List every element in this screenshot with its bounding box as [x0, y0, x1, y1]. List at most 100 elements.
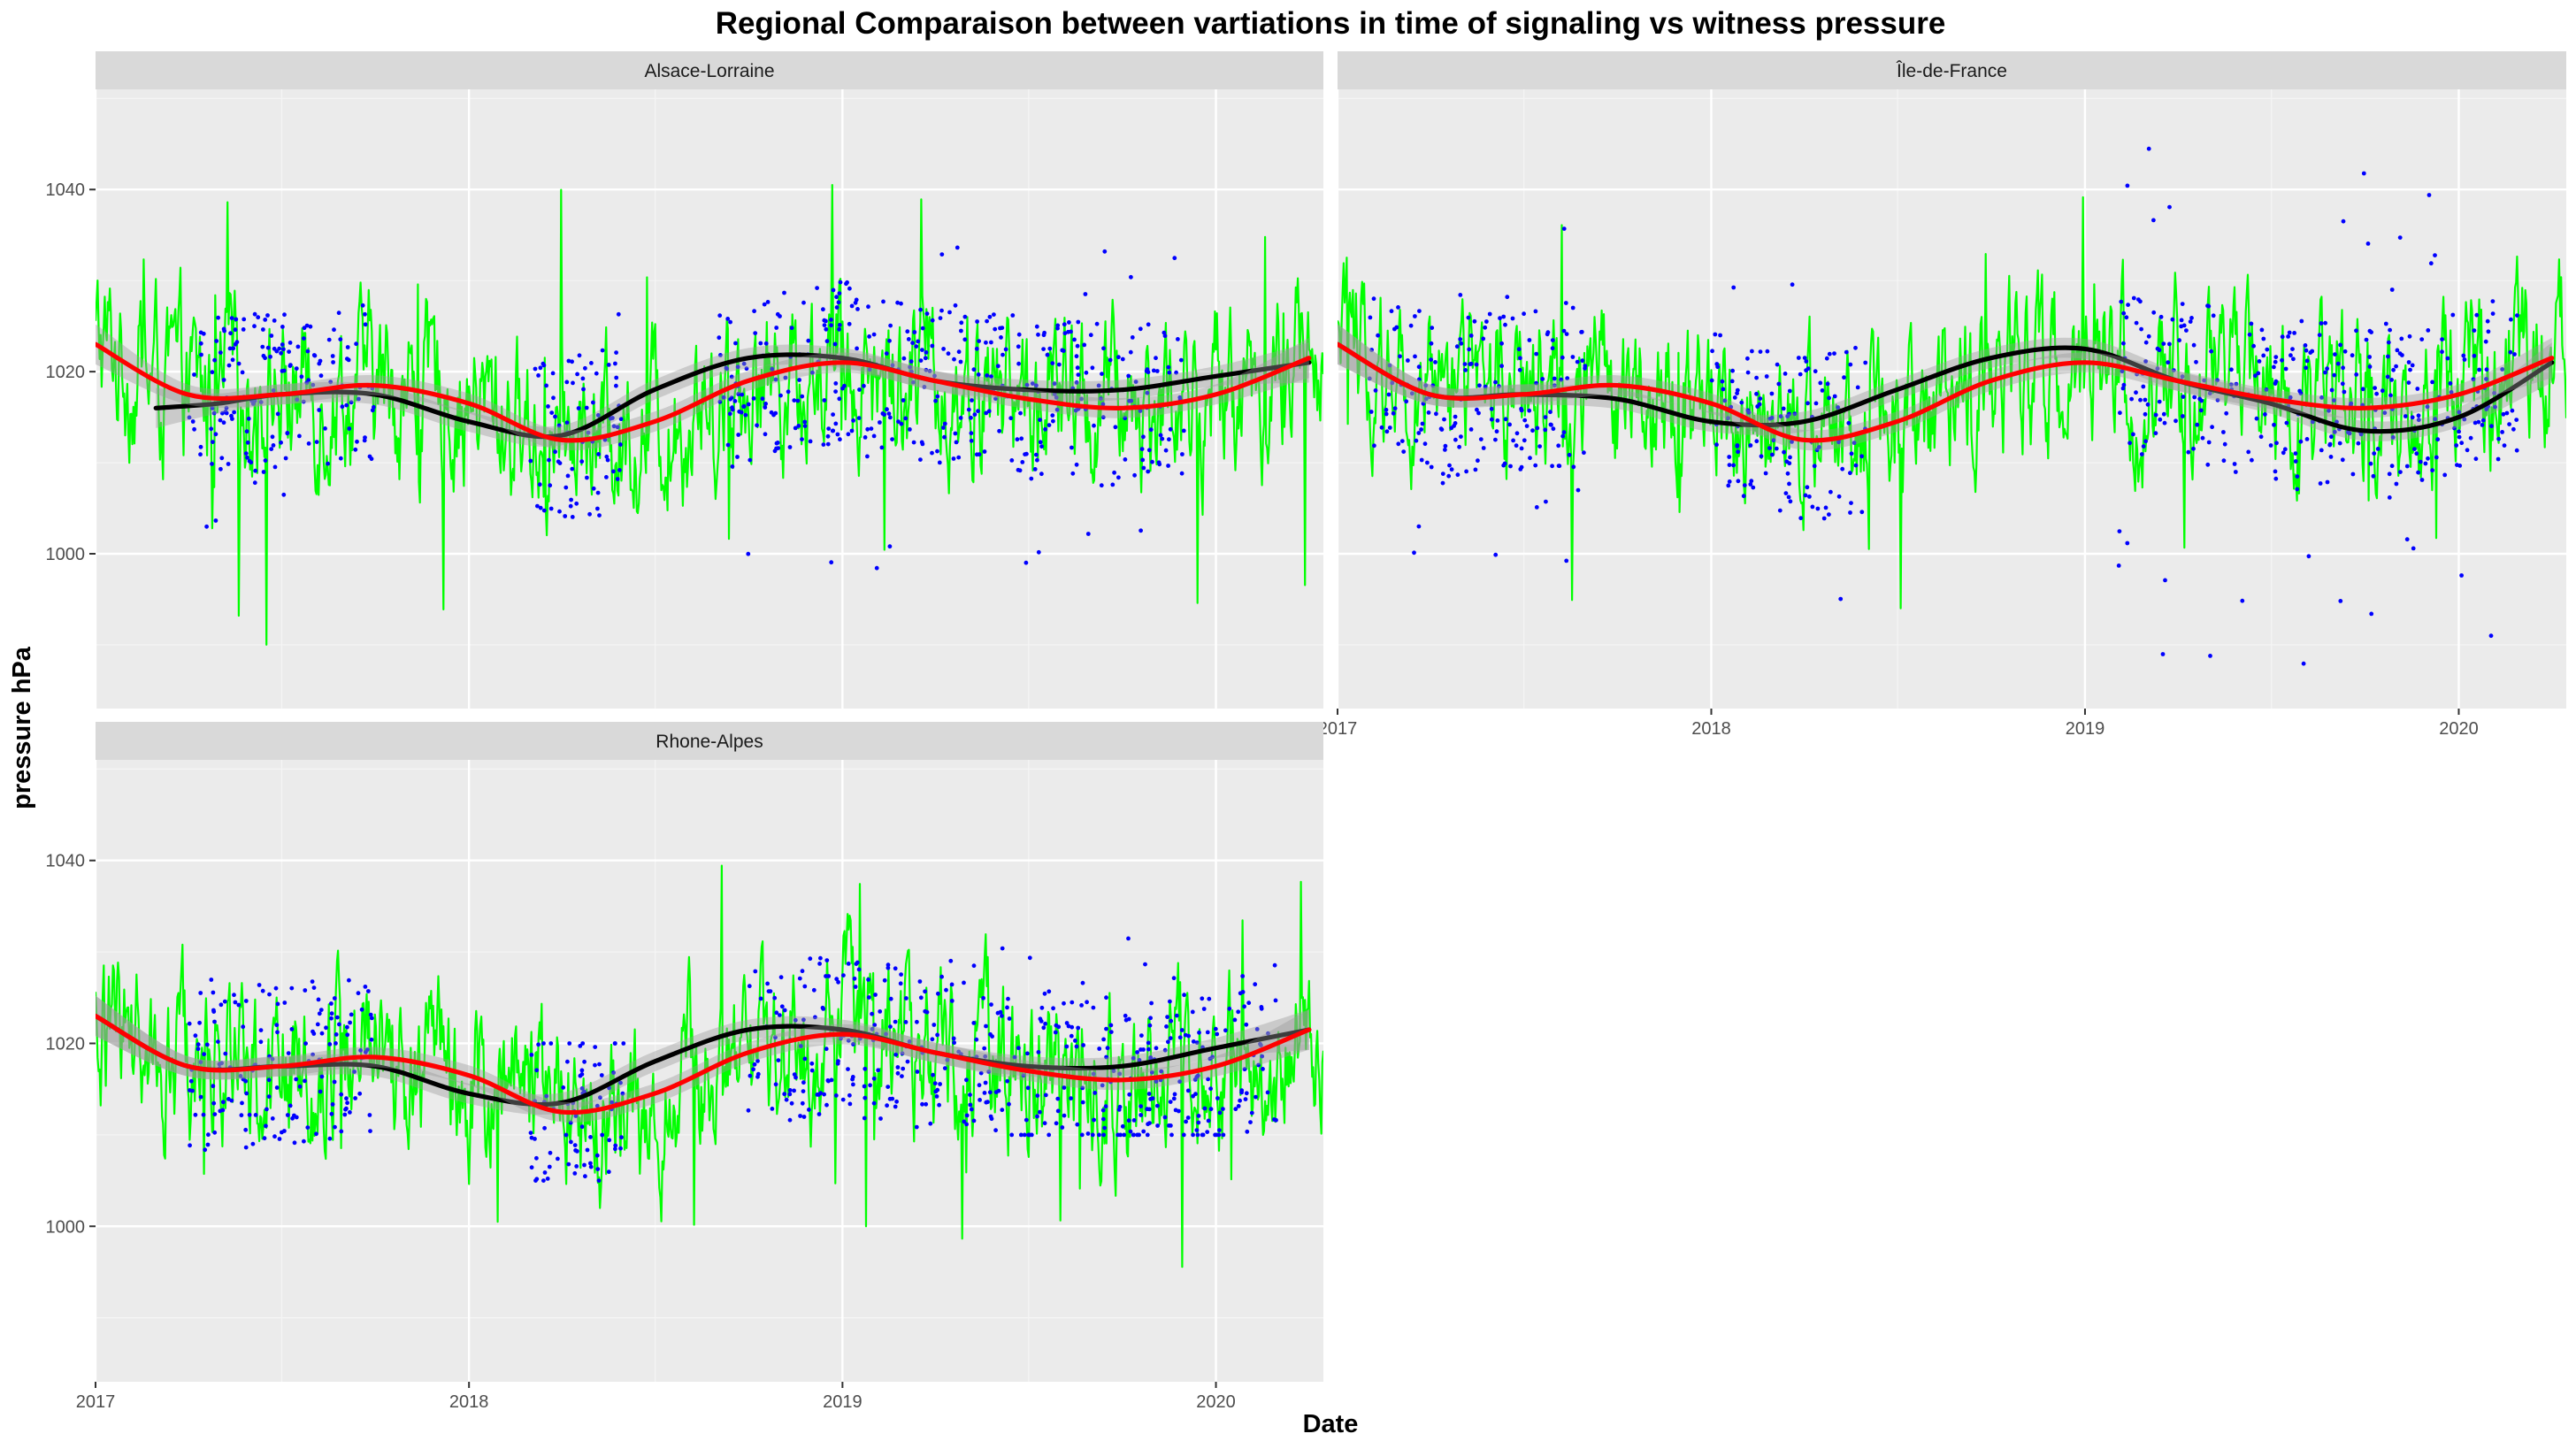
signaling-point — [240, 370, 245, 375]
signaling-point — [1849, 501, 1853, 505]
signaling-point — [317, 361, 322, 366]
signaling-point — [1852, 441, 1857, 445]
signaling-point — [1108, 1023, 1114, 1028]
signaling-point — [962, 980, 966, 985]
signaling-point — [2426, 456, 2430, 461]
signaling-point — [835, 432, 840, 437]
signaling-point — [305, 1125, 310, 1130]
signaling-point — [1207, 996, 1212, 1001]
signaling-point — [1090, 1132, 1095, 1138]
signaling-point — [793, 1017, 798, 1023]
signaling-point — [782, 290, 786, 295]
signaling-point — [1494, 429, 1499, 434]
signaling-point — [1767, 446, 1772, 450]
signaling-point — [725, 442, 731, 448]
signaling-point — [2450, 312, 2456, 318]
signaling-point — [577, 353, 582, 358]
signaling-point — [363, 322, 368, 327]
signaling-point — [1019, 436, 1024, 441]
signaling-point — [1208, 1107, 1214, 1112]
signaling-point — [851, 1082, 855, 1087]
signaling-point — [568, 503, 573, 509]
signaling-point — [1041, 333, 1046, 338]
signaling-point — [1108, 357, 1113, 363]
signaling-point — [239, 1113, 244, 1118]
signaling-point — [2368, 461, 2373, 466]
signaling-point — [912, 330, 917, 334]
signaling-point — [275, 411, 280, 417]
signaling-point — [1786, 494, 1791, 500]
signaling-point — [586, 430, 591, 435]
signaling-point — [1027, 955, 1032, 961]
signaling-point — [583, 1174, 587, 1179]
signaling-point — [571, 380, 575, 386]
signaling-point — [1168, 1036, 1173, 1040]
signaling-point — [333, 1124, 337, 1130]
signaling-point — [1505, 295, 1510, 300]
signaling-point — [1146, 322, 1151, 327]
signaling-point — [1127, 1092, 1132, 1097]
signaling-point — [229, 413, 234, 418]
signaling-point — [2459, 573, 2465, 578]
signaling-point — [274, 349, 280, 354]
signaling-point — [730, 405, 734, 410]
signaling-point — [2404, 537, 2410, 542]
signaling-point — [273, 985, 279, 991]
signaling-point — [1079, 1132, 1085, 1138]
signaling-point — [2195, 422, 2200, 427]
signaling-point — [1123, 1013, 1128, 1018]
signaling-smooth-confidence-band — [156, 342, 1309, 447]
signaling-point — [1236, 1104, 1241, 1108]
signaling-point — [1545, 332, 1550, 337]
signaling-point — [1749, 479, 1754, 484]
signaling-point — [809, 1068, 815, 1073]
signaling-point — [1502, 461, 1507, 466]
signaling-point — [318, 373, 324, 379]
signaling-point — [1016, 1046, 1021, 1051]
signaling-point — [1166, 1039, 1170, 1045]
signaling-point — [817, 962, 822, 966]
signaling-point — [2411, 546, 2416, 551]
signaling-point — [279, 440, 283, 445]
signaling-point — [1803, 493, 1808, 498]
signaling-point — [227, 346, 233, 351]
signaling-point — [566, 358, 571, 364]
signaling-point — [1039, 444, 1044, 449]
signaling-point — [2342, 389, 2347, 395]
signaling-point — [243, 999, 249, 1003]
signaling-point — [261, 470, 266, 474]
signaling-point — [1182, 993, 1186, 998]
signaling-point — [1434, 411, 1438, 417]
signaling-point — [241, 1077, 246, 1082]
signaling-point — [743, 412, 748, 418]
signaling-point — [597, 513, 602, 518]
signaling-point — [1020, 460, 1025, 464]
signaling-point — [1260, 1054, 1265, 1059]
signaling-point — [924, 1101, 929, 1107]
signaling-point — [1116, 1132, 1121, 1138]
signaling-point — [211, 990, 216, 995]
signaling-point — [775, 441, 780, 445]
witness-smooth-trend-line — [1338, 341, 2555, 443]
signaling-point — [997, 428, 1001, 433]
signaling-point — [936, 991, 940, 996]
signaling-point — [2119, 299, 2124, 304]
signaling-point — [1416, 364, 1422, 370]
signaling-point — [969, 438, 974, 443]
signaling-point — [869, 426, 874, 431]
signaling-point — [1091, 1005, 1096, 1010]
signaling-point — [822, 323, 827, 327]
signaling-point — [746, 1108, 751, 1113]
signaling-point — [612, 1041, 617, 1046]
signaling-point — [884, 351, 889, 356]
signaling-point — [2207, 391, 2212, 396]
witness-smooth-trend-line — [96, 341, 1312, 443]
signaling-point — [1126, 1118, 1131, 1123]
signaling-point — [732, 399, 738, 403]
signaling-point — [285, 1113, 290, 1117]
signaling-point — [1783, 491, 1789, 495]
signaling-point — [1034, 324, 1039, 329]
signaling-point — [334, 1015, 340, 1020]
signaling-point — [989, 1116, 994, 1122]
signaling-point — [567, 1041, 572, 1046]
